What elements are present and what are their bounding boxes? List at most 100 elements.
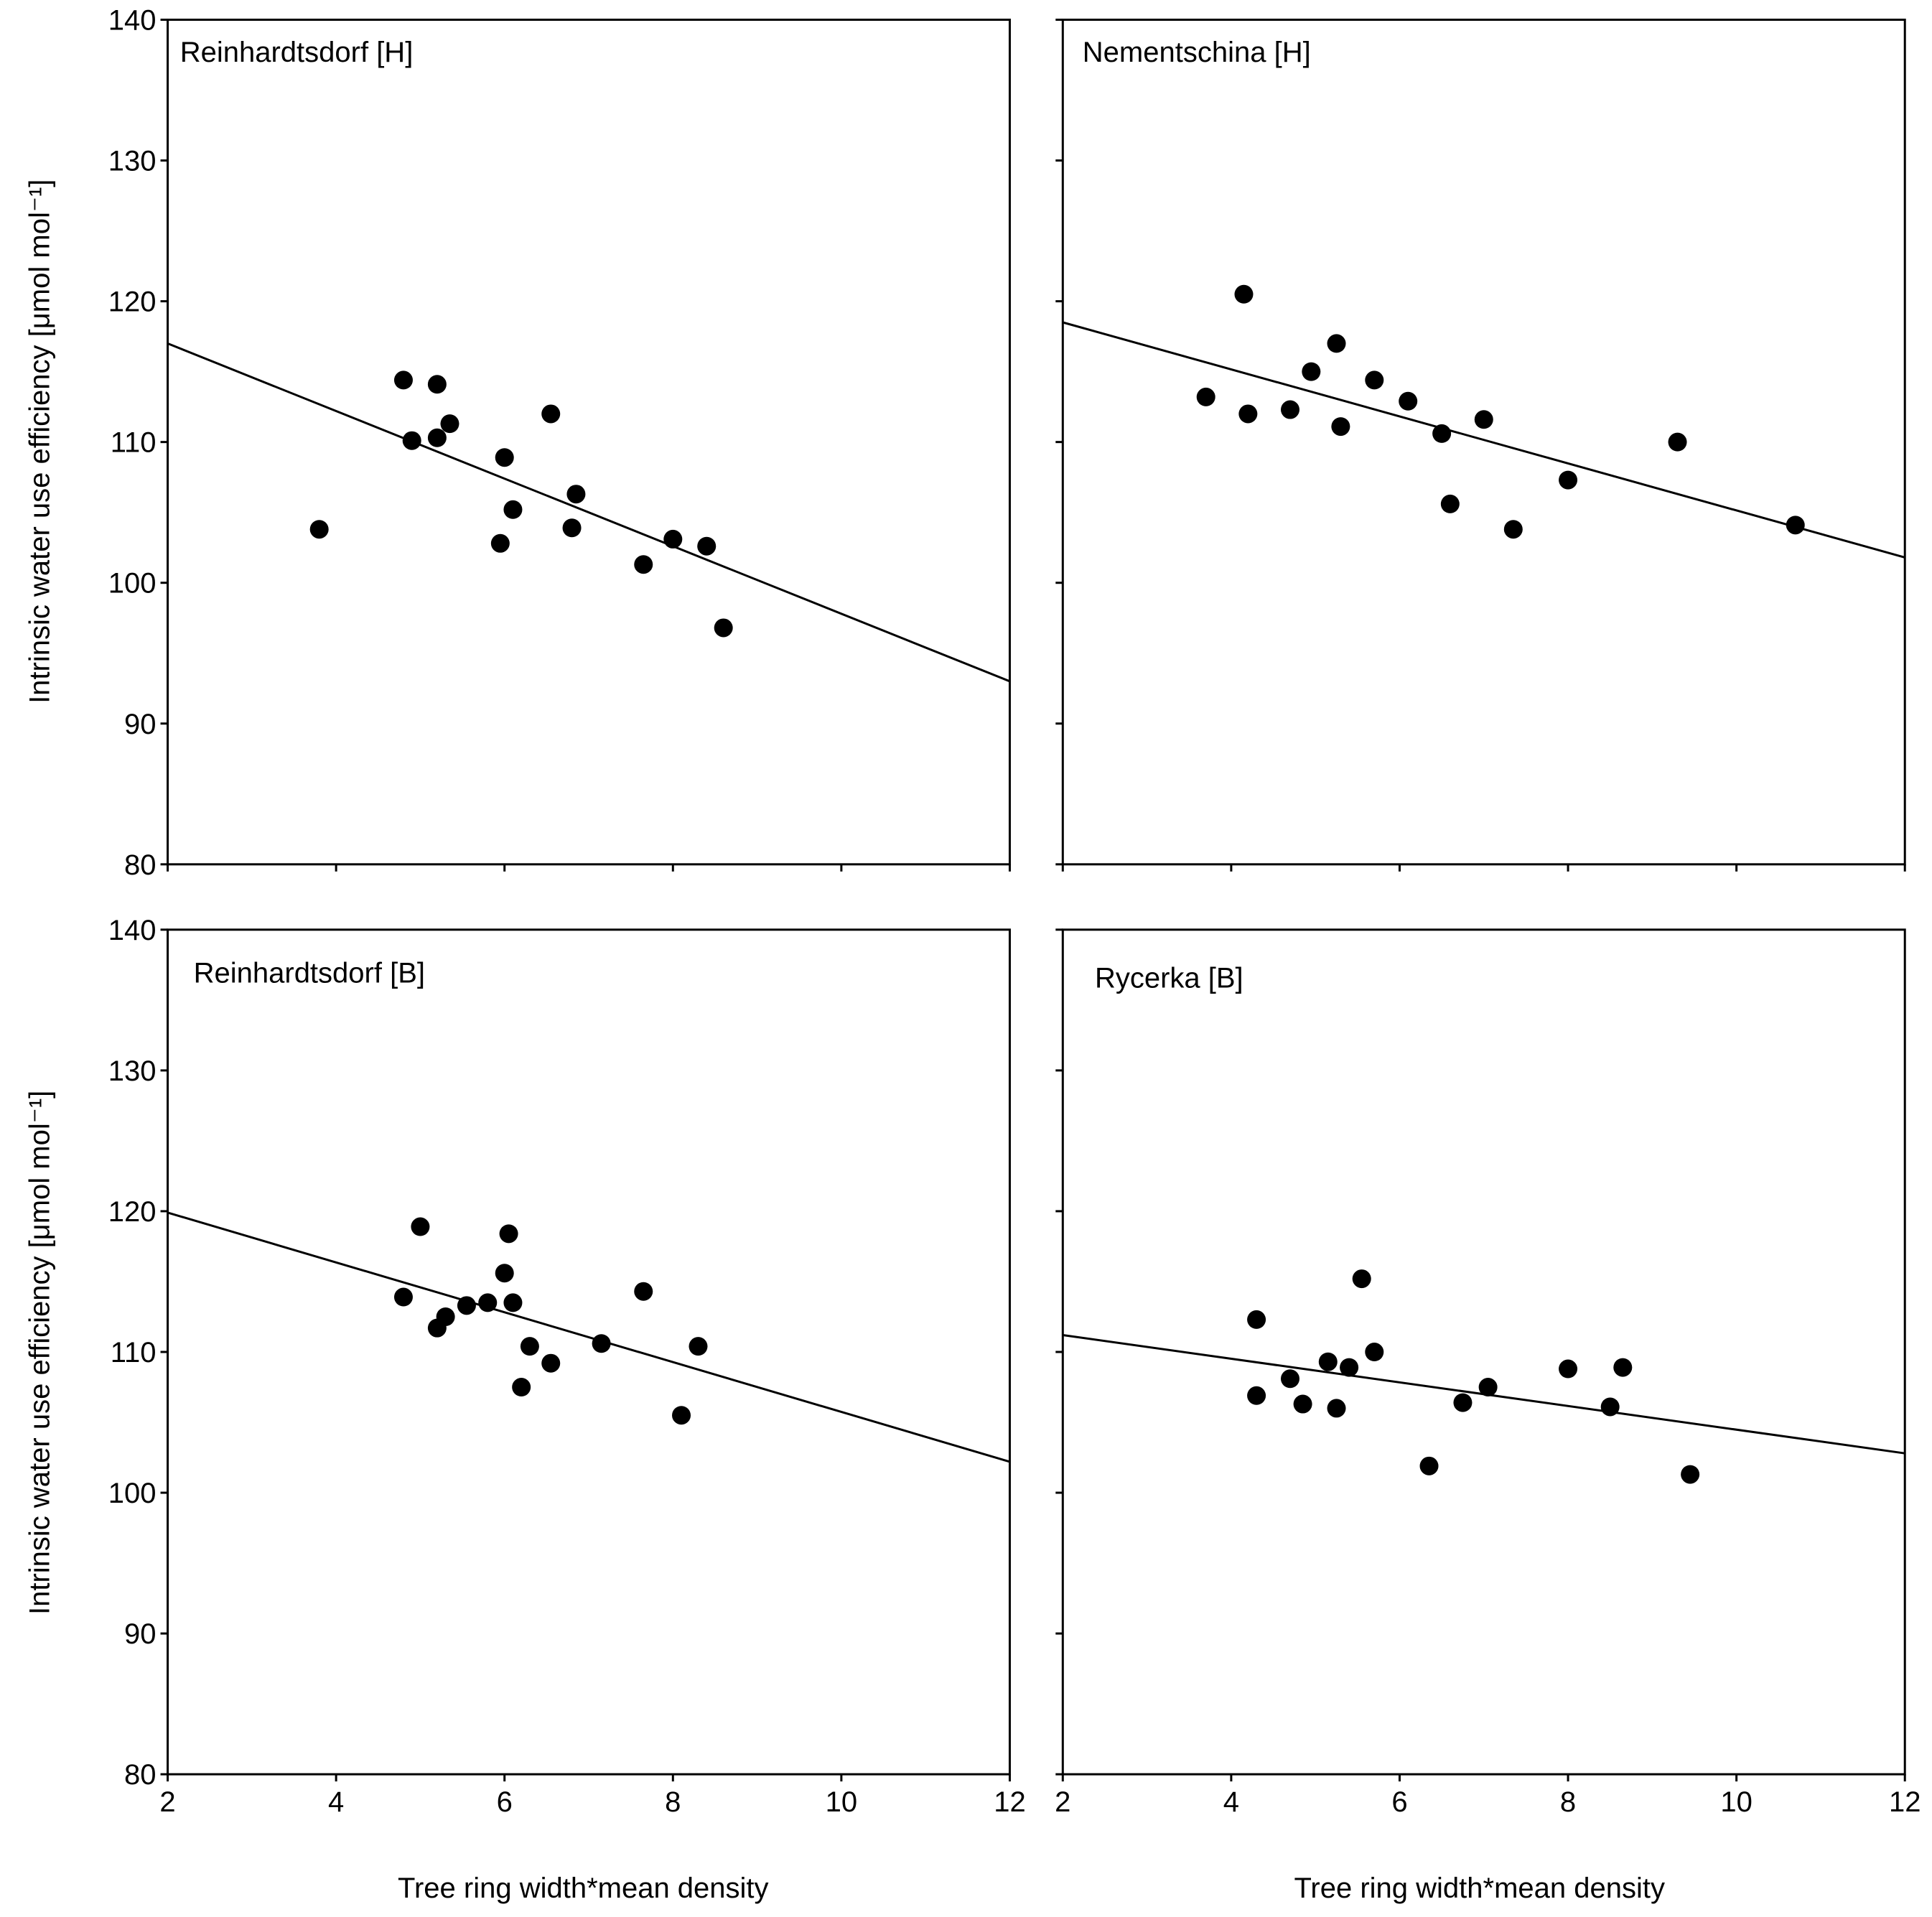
data-point <box>457 1296 476 1315</box>
y-axis-title: Intrinsic water use efficiency [μmol mol… <box>24 179 56 704</box>
data-point <box>427 375 447 394</box>
data-point <box>309 520 329 539</box>
data-point <box>1613 1358 1633 1377</box>
data-point <box>427 428 447 447</box>
data-point <box>1559 1359 1578 1379</box>
y-tick-label: 130 <box>108 1055 157 1087</box>
data-point <box>1474 410 1493 429</box>
y-tick-label: 80 <box>124 849 157 881</box>
data-point <box>663 529 683 549</box>
plot-frame <box>167 18 1011 866</box>
data-point <box>402 431 421 450</box>
data-point <box>1365 370 1384 390</box>
regression-line <box>167 342 1011 683</box>
data-point <box>714 618 733 638</box>
regression-line <box>167 1211 1010 1463</box>
x-tick-label: 8 <box>665 1786 681 1818</box>
data-point <box>520 1337 539 1356</box>
panel-label: Reinhardtsdorf [B] <box>194 958 425 989</box>
x-tick-label: 6 <box>497 1786 513 1818</box>
data-point <box>1280 400 1299 419</box>
data-point <box>478 1293 498 1312</box>
data-point <box>1247 1386 1266 1405</box>
x-tick-label: 4 <box>1223 1786 1239 1818</box>
data-point <box>1440 494 1460 513</box>
data-point <box>1681 1465 1700 1484</box>
data-point <box>1196 387 1215 406</box>
panel-1: 140 130 120 110 100 90 80 Reinhardtsdorf [H] Int… <box>24 4 1011 881</box>
data-point <box>1238 404 1258 424</box>
data-point <box>689 1337 708 1356</box>
panel-label: Reinhardtsdorf [H] <box>180 37 414 68</box>
data-point <box>1327 334 1346 353</box>
plot-frame <box>1061 18 1906 866</box>
x-tick-label: 2 <box>1055 1786 1070 1818</box>
y-tick-label: 90 <box>124 709 157 740</box>
x-tick-label: 12 <box>1889 1786 1921 1818</box>
y-tick-label: 100 <box>108 568 157 600</box>
data-point <box>634 555 653 574</box>
x-tick-label: 6 <box>1391 1786 1407 1818</box>
data-point <box>562 518 582 538</box>
data-point <box>436 1307 455 1326</box>
data-point <box>1340 1358 1359 1377</box>
data-point <box>503 1293 523 1312</box>
data-point <box>1318 1352 1338 1371</box>
panel-4: 2 4 6 8 10 12 Rycerka [B] Tree ring width*mean … <box>1055 928 1921 1904</box>
regression-line <box>1062 321 1905 559</box>
data-point <box>1331 417 1350 437</box>
panel-2: Nementschina [H] <box>1055 18 1906 872</box>
data-point <box>1365 1343 1384 1362</box>
x-tick-label: 8 <box>1560 1786 1576 1818</box>
data-point <box>697 536 717 556</box>
x-axis-title: Tree ring width*mean density <box>398 1872 769 1904</box>
data-point <box>1234 284 1254 304</box>
data-point <box>1786 516 1805 535</box>
y-tick-label: 140 <box>108 4 157 36</box>
data-point <box>1280 1369 1299 1389</box>
data-point <box>1432 424 1452 443</box>
data-point <box>1352 1269 1371 1289</box>
data-point <box>1247 1310 1266 1329</box>
panel-3: 140 130 120 110 100 90 802 4 6 8 10 12 Reinhardtsdor… <box>24 915 1026 1904</box>
x-axis-title: Tree ring width*mean density <box>1294 1872 1665 1904</box>
y-tick-label: 90 <box>124 1618 157 1650</box>
y-tick-label: 110 <box>111 427 157 459</box>
data-point <box>1327 1399 1346 1418</box>
data-point <box>499 1224 518 1244</box>
y-tick-label: 110 <box>111 1337 157 1368</box>
data-point <box>393 1287 413 1307</box>
y-axis-title: Intrinsic water use efficiency [μmol mol… <box>24 1091 56 1615</box>
data-point <box>1419 1456 1439 1475</box>
data-point <box>490 533 510 553</box>
data-point <box>512 1378 531 1397</box>
data-point <box>411 1217 430 1236</box>
data-point <box>592 1334 611 1353</box>
y-tick-label: 140 <box>108 915 157 946</box>
data-point <box>440 414 459 434</box>
y-tick-label: 100 <box>108 1478 157 1509</box>
data-point <box>1453 1393 1473 1412</box>
data-point <box>1668 432 1687 452</box>
x-tick-label: 10 <box>826 1786 858 1818</box>
data-point <box>503 500 523 519</box>
y-tick-label: 120 <box>108 1196 157 1228</box>
data-point <box>495 448 514 467</box>
data-point <box>672 1406 691 1425</box>
data-point <box>541 1353 561 1373</box>
y-tick-label: 120 <box>108 286 157 318</box>
data-point <box>566 485 586 504</box>
panel-label: Rycerka [B] <box>1095 963 1243 994</box>
data-point <box>541 404 561 424</box>
y-tick-label: 80 <box>124 1759 157 1791</box>
data-point <box>1478 1378 1498 1397</box>
data-point <box>1503 520 1523 539</box>
data-point <box>1302 362 1321 381</box>
data-point <box>634 1282 653 1301</box>
data-point <box>1600 1397 1620 1417</box>
plot-frame <box>167 928 1011 1776</box>
x-tick-label: 4 <box>328 1786 344 1818</box>
data-point <box>1399 391 1418 411</box>
x-tick-label: 12 <box>994 1786 1026 1818</box>
